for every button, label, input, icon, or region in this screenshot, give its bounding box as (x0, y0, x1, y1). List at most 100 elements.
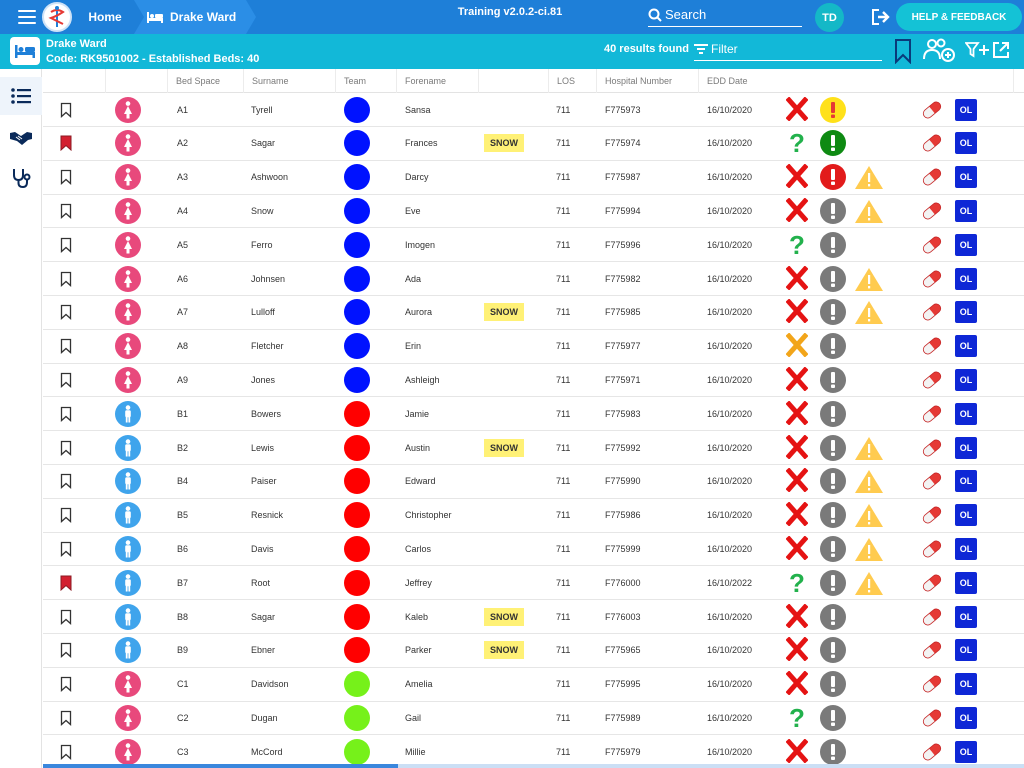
medication-pill-icon[interactable] (920, 465, 944, 498)
medication-pill-icon[interactable] (920, 194, 944, 227)
handshake-icon[interactable] (0, 119, 42, 157)
open-external-icon[interactable] (992, 41, 1010, 64)
status-cell[interactable]: ? (784, 127, 810, 160)
exclamation-icon[interactable] (820, 603, 846, 630)
medication-pill-icon[interactable] (920, 161, 944, 194)
alert-cell[interactable] (820, 397, 848, 430)
exclamation-icon[interactable] (820, 704, 846, 731)
ol-button[interactable]: OL (955, 504, 977, 527)
cross-icon[interactable] (785, 670, 809, 697)
cross-icon[interactable] (785, 163, 809, 190)
ol-button[interactable]: OL (955, 639, 977, 662)
bookmark-icon[interactable] (60, 431, 76, 464)
table-row[interactable]: A8 Fletcher Erin 711 F775977 16/10/2020 OL (43, 330, 1024, 364)
status-cell[interactable] (784, 735, 810, 768)
bookmark-icon[interactable] (60, 701, 76, 734)
bookmark-icon[interactable] (60, 161, 76, 194)
ol-button[interactable]: OL (955, 436, 977, 459)
bookmark-icon[interactable] (60, 228, 76, 261)
stethoscope-icon[interactable] (0, 159, 42, 197)
ol-button[interactable]: OL (955, 335, 977, 358)
ol-button[interactable]: OL (955, 368, 977, 391)
table-row[interactable]: C1 Davidson Amelia 711 F775995 16/10/2020 OL (43, 668, 1024, 702)
exclamation-icon[interactable] (820, 197, 846, 224)
header-los[interactable]: LOS (548, 69, 596, 93)
ol-cell[interactable]: OL (955, 262, 979, 295)
medication-pill-icon[interactable] (920, 532, 944, 565)
medication-pill-icon[interactable] (920, 330, 944, 363)
bookmark-icon[interactable] (60, 330, 76, 363)
ol-button[interactable]: OL (955, 470, 977, 493)
table-row[interactable]: A9 Jones Ashleigh 711 F775971 16/10/2020 OL (43, 363, 1024, 398)
medication-pill-icon[interactable] (920, 668, 944, 701)
exclamation-icon[interactable] (820, 569, 846, 596)
cross-icon[interactable] (785, 264, 809, 292)
ol-cell[interactable]: OL (955, 194, 979, 227)
exclamation-icon[interactable] (820, 400, 846, 427)
status-cell[interactable] (784, 532, 810, 565)
ol-cell[interactable]: OL (955, 363, 979, 396)
list-view-icon[interactable] (0, 77, 42, 115)
table-row[interactable]: B7 Root Jeffrey 711 F776000 16/10/2022? OL (43, 566, 1024, 601)
alert-cell[interactable] (820, 532, 848, 565)
cross-icon[interactable] (785, 366, 809, 393)
question-mark-icon[interactable]: ? (789, 229, 805, 260)
ol-button[interactable]: OL (955, 132, 977, 155)
medication-pill-icon[interactable] (920, 397, 944, 430)
ol-cell[interactable]: OL (955, 161, 979, 194)
warning-icon[interactable] (854, 566, 884, 599)
exclamation-icon[interactable] (820, 130, 846, 157)
ol-cell[interactable]: OL (955, 228, 979, 261)
ol-cell[interactable]: OL (955, 600, 979, 633)
add-team-icon[interactable] (922, 37, 956, 68)
exclamation-icon[interactable] (820, 502, 846, 529)
ol-button[interactable]: OL (955, 402, 977, 425)
bookmark-icon[interactable] (60, 93, 76, 126)
table-row[interactable]: A6 Johnsen Ada 711 F775982 16/10/2020 OL (43, 262, 1024, 296)
ol-cell[interactable]: OL (955, 431, 979, 464)
status-cell[interactable] (784, 93, 810, 126)
bookmark-icon[interactable] (60, 363, 76, 396)
ol-cell[interactable]: OL (955, 566, 979, 599)
ol-button[interactable]: OL (955, 706, 977, 729)
warning-icon[interactable] (854, 532, 884, 565)
ol-cell[interactable]: OL (955, 127, 979, 160)
bookmark-icon[interactable] (60, 465, 76, 498)
question-mark-icon[interactable]: ? (789, 567, 805, 598)
table-row[interactable]: B2 Lewis Austin SNOW 711 F775992 16/10/2020 OL (43, 431, 1024, 465)
status-cell[interactable] (784, 363, 810, 396)
medication-pill-icon[interactable] (920, 499, 944, 532)
alert-cell[interactable] (820, 93, 848, 126)
warning-icon[interactable] (854, 161, 884, 194)
ol-cell[interactable]: OL (955, 397, 979, 430)
cross-icon[interactable] (785, 636, 809, 663)
alert-cell[interactable] (820, 431, 848, 464)
alert-cell[interactable] (820, 465, 848, 498)
cross-icon[interactable] (785, 197, 809, 224)
search-input[interactable]: Search (648, 3, 802, 27)
exclamation-icon[interactable] (820, 265, 846, 292)
bookmark-icon[interactable] (60, 262, 76, 295)
cross-icon[interactable] (785, 535, 809, 562)
status-cell[interactable] (784, 262, 810, 295)
exclamation-icon[interactable] (820, 96, 846, 123)
alert-cell[interactable] (820, 194, 848, 227)
alert-cell[interactable] (820, 363, 848, 396)
cross-icon[interactable] (785, 332, 809, 359)
alert-cell[interactable] (820, 296, 848, 329)
exclamation-icon[interactable] (820, 434, 846, 461)
exclamation-icon[interactable] (820, 637, 846, 664)
ol-button[interactable]: OL (955, 673, 977, 696)
table-row[interactable]: B4 Paiser Edward 711 F775990 16/10/2020 OL (43, 465, 1024, 499)
warning-icon[interactable] (854, 499, 884, 532)
exclamation-icon[interactable] (820, 738, 846, 765)
ol-button[interactable]: OL (955, 605, 977, 628)
table-row[interactable]: C2 Dugan Gail 711 F775989 16/10/2020? OL (43, 701, 1024, 736)
exclamation-icon[interactable] (820, 468, 846, 495)
breadcrumb-ward[interactable]: Drake Ward (134, 0, 256, 34)
header-surname[interactable]: Surname (243, 69, 335, 93)
bookmark-icon[interactable] (60, 127, 76, 160)
ol-button[interactable]: OL (955, 199, 977, 222)
cross-icon[interactable] (785, 400, 809, 427)
bookmark-icon[interactable] (60, 532, 76, 565)
